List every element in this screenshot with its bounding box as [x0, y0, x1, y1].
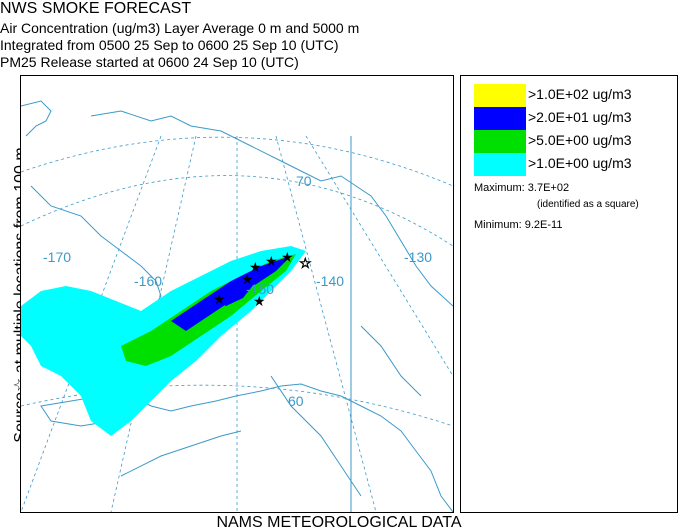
- source-star: ★: [281, 249, 294, 265]
- legend-swatch-green: [474, 130, 526, 153]
- source-star: ★: [213, 291, 226, 307]
- source-star: ★: [241, 271, 254, 287]
- source-star: ★: [265, 253, 278, 269]
- coast-yukon: [360, 325, 422, 397]
- legend-swatch-cyan: [474, 153, 526, 176]
- maximum-note: (identified as a square): [537, 199, 639, 210]
- subtitle-release-start: PM25 Release started at 0600 24 Sep 10 (…: [0, 54, 299, 70]
- label-lon-150: -150: [246, 281, 274, 297]
- subtitle-concentration: Air Concentration (ug/m3) Layer Average …: [0, 20, 360, 36]
- meridian-140: [275, 135, 377, 512]
- label-lon-160: -160: [134, 273, 162, 289]
- met-data-footer: NAMS METEOROLOGICAL DATA: [216, 514, 462, 531]
- legend-swatch-yellow: [474, 84, 526, 107]
- legend-label: >2.0E+01 ug/m3: [528, 109, 632, 125]
- legend-swatch-blue: [474, 107, 526, 130]
- graticule-labels: -170 -160 -150 -140 -130 70 60: [43, 173, 432, 409]
- coast-gulf: [270, 375, 362, 497]
- source-star: ☆: [299, 255, 312, 271]
- legend-label: >1.0E+00 ug/m3: [528, 155, 632, 171]
- coast-alaska-peninsula: [120, 430, 242, 477]
- map-canvas: ★ ★ ★ ☆ ★ ★ ★ -170 -160 -150 -140 -130 7…: [21, 100, 453, 512]
- source-star: ★: [253, 293, 266, 309]
- legend-panel: >1.0E+02 ug/m3 >2.0E+01 ug/m3 >5.0E+00 u…: [460, 75, 678, 513]
- coastlines: [21, 100, 453, 512]
- legend-label: >5.0E+00 ug/m3: [528, 132, 632, 148]
- source-markers: ★ ★ ★ ☆ ★ ★ ★: [213, 249, 312, 309]
- forecast-title: NWS SMOKE FORECAST: [0, 0, 192, 17]
- graticule-arc-outer: [21, 136, 453, 187]
- smoke-map: ★ ★ ★ ☆ ★ ★ ★ -170 -160 -150 -140 -130 7…: [20, 75, 454, 513]
- smoke-plume: [21, 246, 306, 436]
- plume-blue-secondary: [216, 288, 251, 306]
- label-lon-140: -140: [316, 273, 344, 289]
- minimum-value: Minimum: 9.2E-11: [474, 219, 563, 231]
- source-star: ★: [249, 259, 262, 275]
- graticule-arc-70: [21, 175, 453, 247]
- legend-label: >1.0E+02 ug/m3: [528, 86, 632, 102]
- label-lat-60: 60: [288, 393, 304, 409]
- maximum-value: Maximum: 3.7E+02: [474, 182, 570, 194]
- coast-alaska-south: [30, 185, 453, 512]
- label-lon-130: -130: [404, 249, 432, 265]
- subtitle-integration-period: Integrated from 0500 25 Sep to 0600 25 S…: [0, 37, 339, 53]
- coast-chukotka: [21, 100, 52, 137]
- label-lat-70: 70: [296, 173, 312, 189]
- coast-arctic: [90, 110, 453, 307]
- label-lon-170: -170: [43, 249, 71, 265]
- meridian-130: [305, 135, 453, 377]
